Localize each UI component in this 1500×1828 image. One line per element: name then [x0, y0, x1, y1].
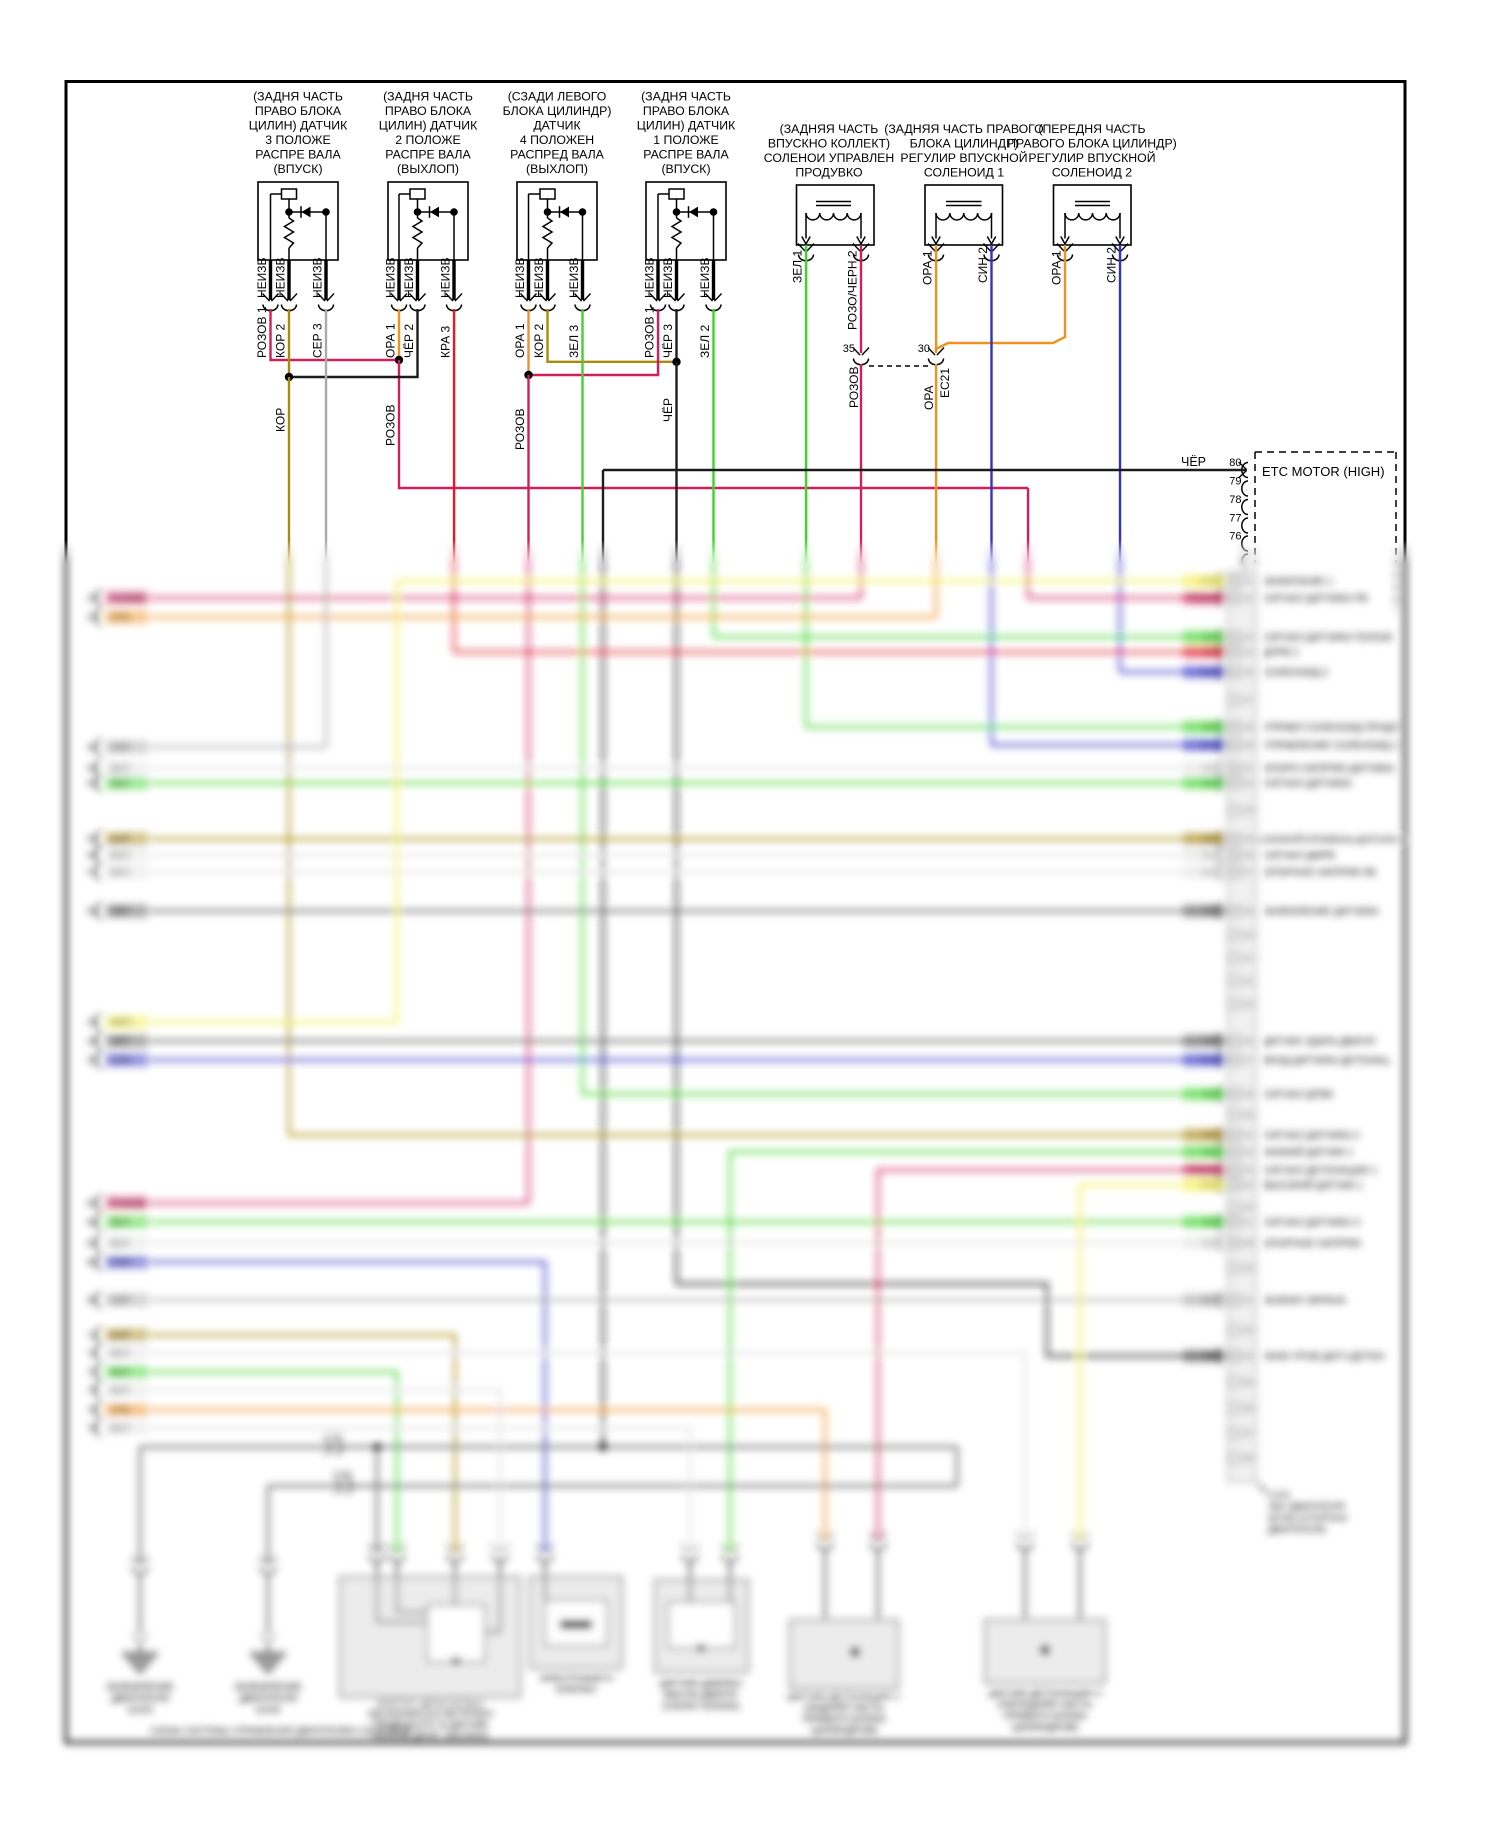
sharp-upper-area	[64, 79, 1407, 1745]
diagram-content-sharp	[64, 79, 1407, 1745]
